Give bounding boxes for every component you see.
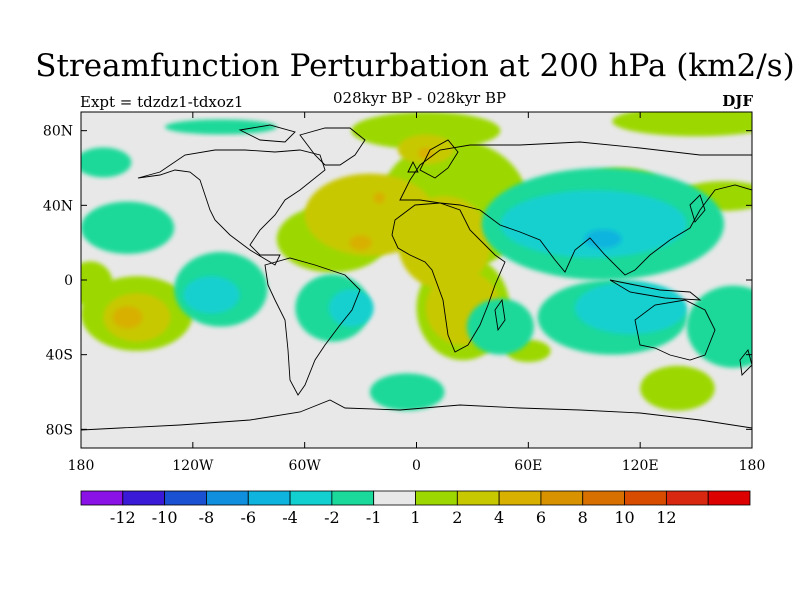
coastline-north-america — [137, 149, 326, 266]
contour-region-negative — [369, 373, 445, 411]
lon-tick-label: 180 — [739, 458, 766, 474]
colorbar-swatch — [624, 490, 667, 506]
contour-region-negative — [574, 281, 687, 335]
contour-region-positive — [373, 192, 385, 204]
coastline-australia — [634, 299, 716, 361]
lon-tick-label: 120E — [622, 458, 659, 474]
coastlines — [81, 124, 752, 431]
contour-region-positive — [640, 365, 715, 411]
contour-region-negative — [81, 201, 175, 254]
lon-tick-label: 60W — [289, 458, 322, 474]
coastline-new-zealand — [739, 349, 752, 376]
lon-tick-label: 0 — [412, 458, 421, 474]
lon-tick-label: 180 — [68, 458, 95, 474]
coastline-japan — [689, 194, 706, 223]
colorbar-swatch — [247, 490, 291, 506]
coastline-arctic-islands — [238, 124, 296, 143]
colorbar-swatch — [582, 490, 625, 506]
colorbar-label: 1 — [410, 508, 420, 527]
colorbar-label: -1 — [366, 508, 382, 527]
colorbar-label: -2 — [324, 508, 340, 527]
lat-tick-label: 0 — [64, 273, 73, 289]
colorbar-label: -10 — [152, 508, 178, 527]
lon-tick-label: 60E — [514, 458, 542, 474]
colorbar-swatch — [373, 490, 416, 506]
colorbar-label: 2 — [452, 508, 462, 527]
contour-region-negative — [686, 285, 752, 368]
colorbar-swatch — [540, 490, 584, 506]
experiment-label: Expt = tdzdz1-tdxoz1 — [80, 93, 244, 111]
colorbar-swatch — [164, 490, 207, 506]
contour-region-positive — [349, 235, 372, 251]
colorbar-label: 10 — [614, 508, 634, 527]
lat-tick-label: 80N — [43, 124, 73, 140]
lon-tick-label: 120W — [172, 458, 214, 474]
lat-tick-label: 80S — [46, 422, 73, 438]
lat-tick-label: 40S — [46, 348, 73, 364]
season-label: DJF — [722, 92, 753, 110]
lat-tick-label: 40N — [43, 198, 73, 214]
coastline-britain — [407, 160, 419, 173]
colorbar-swatch — [331, 490, 375, 506]
coastline-greenland — [299, 127, 366, 166]
colorbar-label: 4 — [494, 508, 504, 527]
contour-region-negative — [500, 190, 687, 258]
colorbar-label: 12 — [656, 508, 676, 527]
colorbar-swatch — [122, 490, 166, 506]
coastline-africa — [391, 202, 506, 353]
contour-region-negative — [81, 147, 132, 178]
coastline-indonesia — [609, 279, 702, 301]
colorbar-swatch — [206, 490, 249, 506]
colorbar-label: -4 — [282, 508, 298, 527]
coastline-eurasia — [399, 141, 752, 276]
contour-region-negative — [164, 119, 277, 135]
contour-region-negative — [183, 276, 240, 314]
colorbar-label: 8 — [578, 508, 588, 527]
colorbar-swatch — [289, 490, 333, 506]
colorbar-swatch — [80, 490, 124, 506]
contour-region-negative — [584, 229, 622, 249]
coastline-scandinavia — [419, 139, 459, 179]
contour-region-positive — [612, 112, 752, 137]
contour-region-negative — [328, 289, 374, 327]
coastline-south-america — [264, 257, 361, 396]
colorbar-label: -12 — [110, 508, 136, 527]
longitude-axis: 180 120W 60W 0 60E 120E 180 — [68, 112, 766, 474]
chart-title: Streamfunction Perturbation at 200 hPa (… — [35, 48, 795, 84]
colorbar-label: -6 — [240, 508, 256, 527]
colorbar-swatch — [456, 490, 500, 506]
colorbar-label: -8 — [199, 508, 215, 527]
contour-region-positive — [81, 261, 113, 307]
colorbar-label: 6 — [536, 508, 546, 527]
colorbar-swatch — [665, 490, 709, 506]
field-contours — [81, 112, 752, 411]
latitude-axis: 80N 40N 0 40S 80S — [43, 124, 752, 438]
contour-region-positive — [351, 112, 501, 150]
colorbar-swatch — [707, 490, 751, 506]
contour-region-positive — [112, 306, 143, 329]
colorbar-swatch — [415, 490, 458, 506]
period-subtitle: 028kyr BP - 028kyr BP — [333, 89, 507, 107]
contour-region-positive — [397, 196, 492, 290]
coastline-madagascar — [494, 298, 506, 332]
colorbar-swatch — [498, 490, 542, 506]
coastline-antarctica — [81, 399, 752, 431]
colorbar: -12 -10 -8 -6 -4 -2 -1 1 2 4 6 8 10 12 — [80, 490, 751, 527]
